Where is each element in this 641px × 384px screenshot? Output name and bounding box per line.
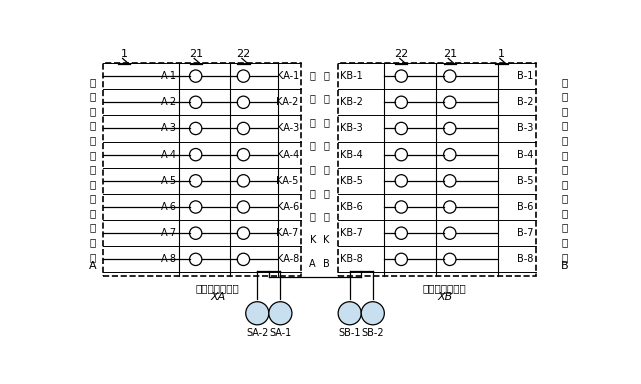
Text: 环: 环 [89, 208, 96, 218]
Text: 导: 导 [562, 150, 568, 160]
Text: B-1: B-1 [517, 71, 534, 81]
Text: B: B [323, 259, 330, 269]
Text: KA-8: KA-8 [277, 254, 299, 264]
Text: 端: 端 [562, 252, 568, 262]
Text: 电: 电 [324, 141, 329, 151]
Text: KA-1: KA-1 [277, 71, 299, 81]
Circle shape [246, 302, 269, 325]
Text: 21: 21 [443, 49, 457, 59]
Text: B-3: B-3 [517, 124, 534, 134]
Text: KB-1: KB-1 [340, 71, 363, 81]
Text: KB-4: KB-4 [340, 150, 363, 160]
Text: 22: 22 [237, 49, 251, 59]
Text: 多: 多 [562, 77, 568, 87]
Text: 环: 环 [89, 194, 96, 204]
Text: 密: 密 [89, 135, 96, 145]
Text: 21: 21 [188, 49, 203, 59]
Text: 路: 路 [562, 106, 568, 116]
Text: 多: 多 [324, 70, 329, 80]
Text: A-7: A-7 [161, 228, 177, 238]
Text: B-2: B-2 [517, 97, 534, 107]
Text: A: A [88, 261, 96, 271]
Text: 电: 电 [562, 164, 568, 174]
Text: 路: 路 [89, 106, 96, 116]
Text: 滑: 滑 [89, 179, 96, 189]
Text: 线: 线 [89, 237, 96, 247]
Text: A: A [310, 259, 316, 269]
Text: KB-7: KB-7 [340, 228, 363, 238]
Bar [103, 63, 301, 276]
Text: A-5: A-5 [161, 176, 177, 186]
Text: 精: 精 [89, 121, 96, 131]
Text: XB: XB [437, 292, 453, 302]
Text: KA-5: KA-5 [276, 176, 299, 186]
Text: 22: 22 [394, 49, 408, 59]
Text: A-2: A-2 [161, 97, 177, 107]
Text: SB-2: SB-2 [362, 328, 384, 338]
Bar [338, 63, 536, 276]
Text: 1: 1 [498, 49, 505, 59]
Text: B-5: B-5 [517, 176, 534, 186]
Text: K: K [324, 235, 329, 245]
Text: 多环路接线端子: 多环路接线端子 [196, 283, 240, 293]
Text: 刺: 刺 [562, 208, 568, 218]
Text: SB-1: SB-1 [338, 328, 361, 338]
Text: 关: 关 [324, 212, 329, 222]
Text: A-8: A-8 [161, 254, 177, 264]
Text: 多: 多 [89, 77, 96, 87]
Text: B-6: B-6 [517, 202, 534, 212]
Text: B: B [561, 261, 569, 271]
Text: 密: 密 [562, 135, 568, 145]
Text: A-3: A-3 [161, 124, 177, 134]
Text: KA-4: KA-4 [277, 150, 299, 160]
Text: A-6: A-6 [161, 202, 177, 212]
Text: 关: 关 [310, 212, 315, 222]
Text: 引: 引 [89, 223, 96, 233]
Text: B-4: B-4 [517, 150, 534, 160]
Text: 导: 导 [89, 150, 96, 160]
Text: SA-2: SA-2 [246, 328, 269, 338]
Circle shape [362, 302, 385, 325]
Text: 多环路接线端子: 多环路接线端子 [423, 283, 467, 293]
Text: 精: 精 [562, 121, 568, 131]
Circle shape [269, 302, 292, 325]
Text: 端: 端 [89, 252, 96, 262]
Text: KA-7: KA-7 [276, 228, 299, 238]
Text: A-1: A-1 [161, 71, 177, 81]
Text: SA-1: SA-1 [269, 328, 292, 338]
Circle shape [338, 302, 362, 325]
Text: KA-3: KA-3 [277, 124, 299, 134]
Text: K: K [310, 235, 316, 245]
Text: KB-2: KB-2 [340, 97, 363, 107]
Text: KA-6: KA-6 [277, 202, 299, 212]
Text: KB-8: KB-8 [340, 254, 363, 264]
Text: A-4: A-4 [161, 150, 177, 160]
Text: 引: 引 [562, 223, 568, 233]
Text: 电: 电 [89, 164, 96, 174]
Text: B-8: B-8 [517, 254, 534, 264]
Text: KB-3: KB-3 [340, 124, 363, 134]
Text: 滑: 滑 [562, 179, 568, 189]
Text: KB-6: KB-6 [340, 202, 363, 212]
Text: 线: 线 [562, 237, 568, 247]
Text: 1: 1 [121, 49, 128, 59]
Text: 继: 继 [324, 117, 329, 127]
Text: B-7: B-7 [517, 228, 534, 238]
Text: 环: 环 [562, 91, 568, 101]
Text: 器: 器 [310, 164, 315, 174]
Text: 开: 开 [324, 188, 329, 198]
Text: 路: 路 [324, 93, 329, 103]
Text: 继: 继 [310, 117, 315, 127]
Text: 路: 路 [310, 93, 315, 103]
Text: 环: 环 [562, 194, 568, 204]
Text: KA-2: KA-2 [276, 97, 299, 107]
Text: 多: 多 [310, 70, 315, 80]
Text: KB-5: KB-5 [340, 176, 363, 186]
Text: 环: 环 [89, 91, 96, 101]
Text: 电: 电 [310, 141, 315, 151]
Text: 器: 器 [324, 164, 329, 174]
Text: 开: 开 [310, 188, 315, 198]
Text: XA: XA [210, 292, 225, 302]
